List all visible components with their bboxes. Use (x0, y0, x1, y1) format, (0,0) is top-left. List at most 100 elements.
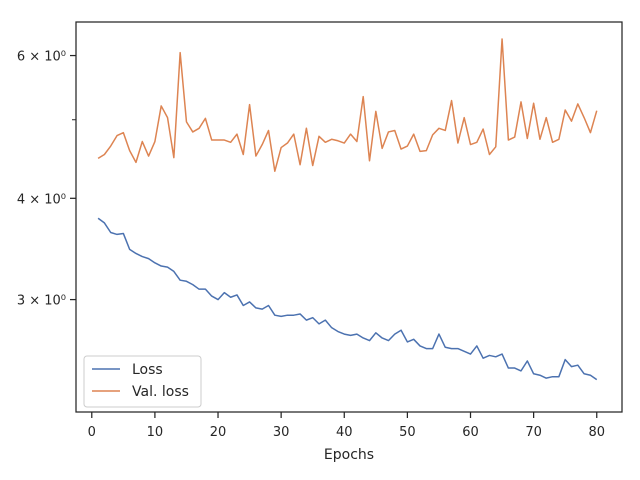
data-point-loss (495, 356, 497, 358)
data-point-val-loss (324, 141, 326, 143)
data-point-val-loss (116, 134, 118, 136)
data-point-loss (274, 314, 276, 316)
data-point-val-loss (368, 160, 370, 162)
data-point-loss (217, 298, 219, 300)
data-point-loss (425, 347, 427, 349)
data-point-loss (173, 270, 175, 272)
data-point-loss (558, 375, 560, 377)
x-tick-label: 20 (210, 425, 227, 440)
data-point-loss (488, 354, 490, 356)
data-point-loss (596, 378, 598, 380)
data-point-loss (293, 314, 295, 316)
data-point-loss (318, 323, 320, 325)
data-point-loss (330, 326, 332, 328)
data-point-val-loss (532, 102, 534, 104)
data-point-loss (457, 347, 459, 349)
data-point-loss (551, 375, 553, 377)
data-point-loss (192, 283, 194, 285)
data-point-val-loss (128, 149, 130, 151)
data-point-val-loss (495, 146, 497, 148)
data-point-val-loss (110, 145, 112, 147)
data-point-loss (507, 367, 509, 369)
data-point-loss (419, 345, 421, 347)
data-point-loss (166, 266, 168, 268)
data-point-val-loss (261, 143, 263, 145)
data-point-val-loss (135, 161, 137, 163)
data-point-loss (394, 333, 396, 335)
data-point-val-loss (526, 137, 528, 139)
y-tick-label: 4 × 10⁰ (17, 192, 66, 207)
y-tick-label: 6 × 10⁰ (17, 50, 66, 65)
data-point-loss (305, 319, 307, 321)
data-point-val-loss (147, 155, 149, 157)
data-point-val-loss (413, 133, 415, 135)
data-point-val-loss (589, 131, 591, 133)
data-point-loss (469, 353, 471, 355)
data-point-loss (211, 295, 213, 297)
data-point-loss (349, 334, 351, 336)
x-tick-label: 10 (147, 425, 164, 440)
data-point-loss (135, 252, 137, 254)
data-point-loss (545, 377, 547, 379)
data-point-val-loss (400, 148, 402, 150)
x-tick-label: 40 (336, 425, 353, 440)
data-point-loss (248, 301, 250, 303)
data-point-loss (280, 315, 282, 317)
legend-label-loss: Loss (132, 362, 163, 378)
data-point-val-loss (457, 142, 459, 144)
data-point-loss (116, 233, 118, 235)
data-point-val-loss (476, 141, 478, 143)
series-line-val-loss (97, 38, 598, 172)
data-point-loss (450, 347, 452, 349)
data-point-loss (532, 373, 534, 375)
data-point-loss (229, 296, 231, 298)
data-point-loss (526, 360, 528, 362)
data-point-loss (299, 313, 301, 315)
data-point-val-loss (469, 143, 471, 145)
data-point-val-loss (103, 153, 105, 155)
data-point-loss (406, 341, 408, 343)
data-point-loss (261, 308, 263, 310)
data-point-loss (286, 314, 288, 316)
data-point-val-loss (160, 105, 162, 107)
data-point-loss (122, 232, 124, 234)
data-point-loss (583, 373, 585, 375)
data-point-val-loss (349, 133, 351, 135)
data-point-val-loss (381, 147, 383, 149)
data-point-val-loss (343, 142, 345, 144)
data-point-val-loss (482, 128, 484, 130)
data-point-val-loss (539, 138, 541, 140)
data-point-loss (431, 347, 433, 349)
series-layer (97, 38, 598, 381)
data-point-val-loss (394, 129, 396, 131)
data-point-val-loss (122, 131, 124, 133)
x-tick-label: 50 (399, 425, 416, 440)
data-point-val-loss (558, 138, 560, 140)
data-point-val-loss (438, 127, 440, 129)
data-point-loss (242, 304, 244, 306)
data-point-val-loss (375, 110, 377, 112)
data-point-val-loss (431, 134, 433, 136)
data-point-loss (476, 345, 478, 347)
data-point-loss (185, 280, 187, 282)
data-point-val-loss (274, 170, 276, 172)
data-point-loss (312, 316, 314, 318)
data-point-loss (438, 333, 440, 335)
plot-frame (75, 21, 623, 413)
data-point-val-loss (305, 127, 307, 129)
data-point-loss (463, 350, 465, 352)
data-point-val-loss (596, 110, 598, 112)
data-point-val-loss (217, 139, 219, 141)
data-point-loss (539, 374, 541, 376)
data-point-val-loss (192, 131, 194, 133)
plot-background (76, 22, 622, 412)
x-tick-label: 0 (88, 425, 96, 440)
series-line-loss (97, 217, 598, 381)
data-point-val-loss (583, 116, 585, 118)
data-point-val-loss (223, 139, 225, 141)
data-point-loss (375, 332, 377, 334)
data-point-loss (501, 353, 503, 355)
data-point-loss (513, 367, 515, 369)
data-point-val-loss (185, 121, 187, 123)
data-point-val-loss (198, 127, 200, 129)
